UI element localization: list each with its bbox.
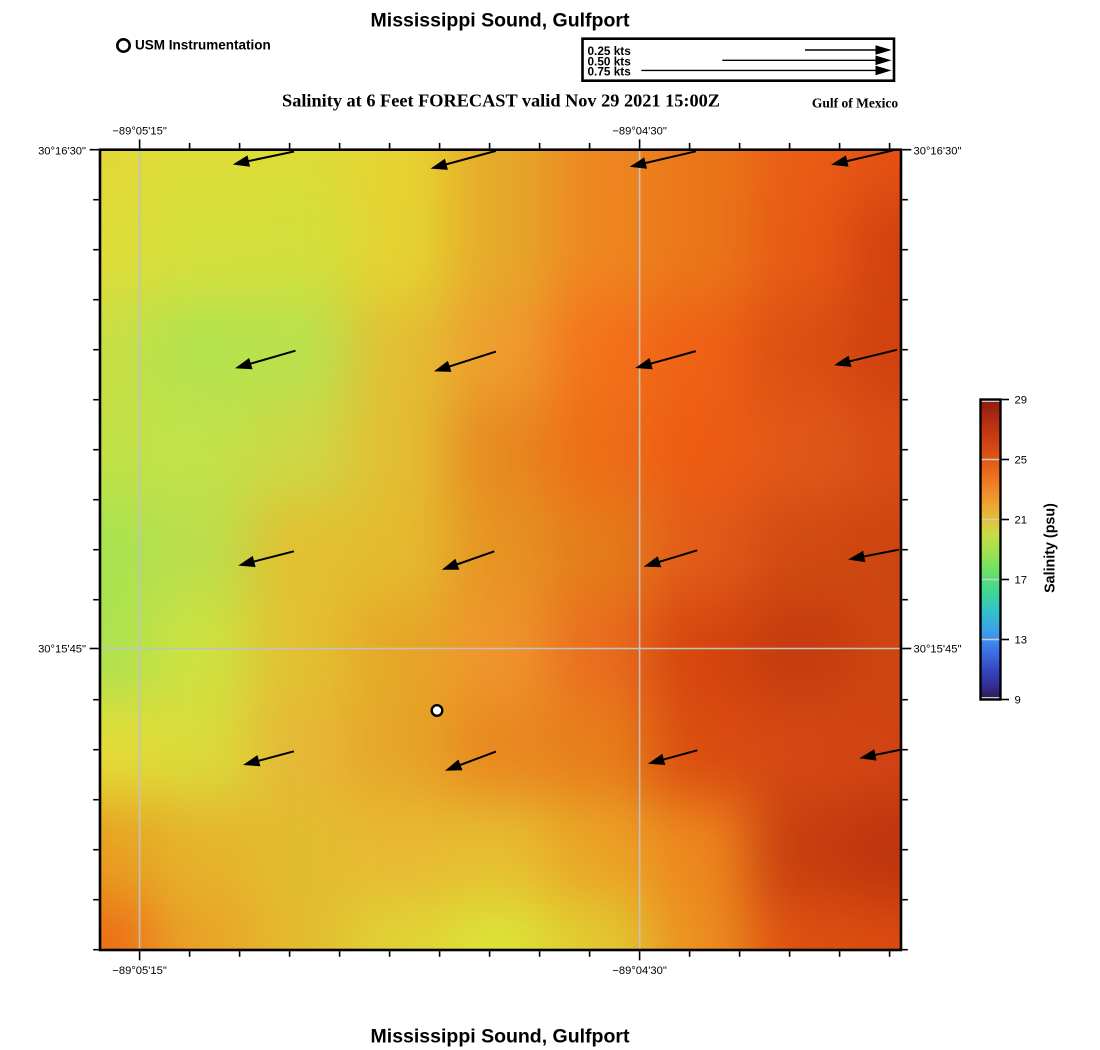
svg-text:Salinity (psu): Salinity (psu) [1043,503,1059,593]
svg-text:0.50 kts: 0.50 kts [588,54,632,68]
svg-text:Mississippi Sound, Gulfport: Mississippi Sound, Gulfport [371,9,630,31]
svg-text:−89°04'30": −89°04'30" [612,126,666,138]
svg-text:Mississippi Sound, Gulfport: Mississippi Sound, Gulfport [371,1026,630,1048]
svg-text:Gulf of Mexico: Gulf of Mexico [812,96,898,111]
svg-text:30°16'30": 30°16'30" [38,145,86,157]
svg-text:25: 25 [1015,455,1028,467]
svg-text:13: 13 [1015,635,1028,647]
svg-text:29: 29 [1015,395,1028,407]
svg-text:−89°04'30": −89°04'30" [612,965,666,977]
svg-text:0.25 kts: 0.25 kts [588,44,632,58]
svg-text:30°15'45": 30°15'45" [914,644,962,656]
svg-text:21: 21 [1015,515,1028,527]
svg-text:−89°05'15": −89°05'15" [112,965,166,977]
svg-text:0.75 kts: 0.75 kts [588,65,632,79]
svg-text:−89°05'15": −89°05'15" [112,126,166,138]
svg-text:Salinity at 6 Feet FORECAST va: Salinity at 6 Feet FORECAST valid Nov 29… [282,91,720,111]
svg-text:30°16'30": 30°16'30" [914,145,962,157]
svg-text:9: 9 [1015,695,1021,707]
svg-text:17: 17 [1015,575,1028,587]
svg-text:30°15'45": 30°15'45" [38,644,86,656]
svg-text:USM Instrumentation: USM Instrumentation [135,38,271,53]
